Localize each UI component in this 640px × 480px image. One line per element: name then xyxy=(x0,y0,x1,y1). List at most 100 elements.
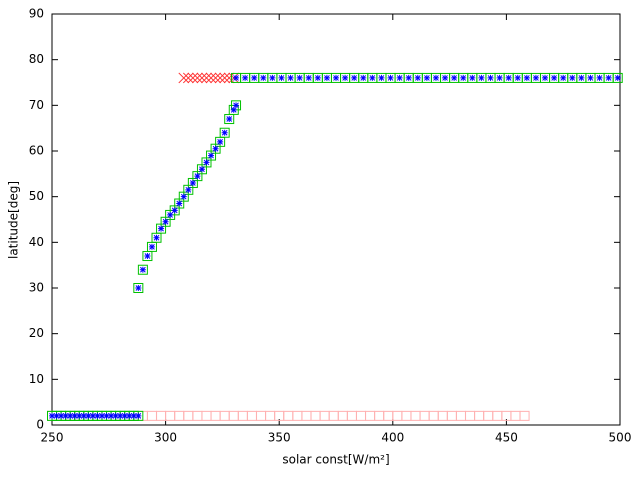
point-star xyxy=(62,412,69,419)
point-square xyxy=(174,410,185,421)
point-star xyxy=(351,74,358,81)
point-square xyxy=(410,410,421,421)
point-square xyxy=(146,410,157,421)
point-x xyxy=(178,72,190,84)
point-square xyxy=(165,410,176,421)
point-square xyxy=(219,127,230,138)
point-star xyxy=(296,74,303,81)
point-star xyxy=(126,412,133,419)
y-tick-label: 60 xyxy=(29,144,44,158)
point-star xyxy=(112,412,119,419)
point-star xyxy=(278,74,285,81)
point-star xyxy=(58,412,65,419)
point-square xyxy=(437,410,448,421)
point-star xyxy=(333,74,339,81)
point-star xyxy=(605,74,612,81)
point-square xyxy=(283,410,294,421)
point-star xyxy=(221,129,228,136)
point-star xyxy=(185,186,192,193)
point-square xyxy=(465,410,476,421)
point-star xyxy=(287,74,294,81)
y-tick-label: 0 xyxy=(36,418,44,432)
point-square xyxy=(237,410,248,421)
point-square xyxy=(374,410,385,421)
y-tick-label: 40 xyxy=(29,235,44,249)
x-tick-label: 250 xyxy=(41,431,64,445)
point-star xyxy=(135,285,142,291)
point-star xyxy=(251,74,258,81)
point-square xyxy=(483,410,494,421)
point-star xyxy=(226,116,233,123)
point-star xyxy=(121,412,128,419)
point-star xyxy=(587,74,594,81)
point-square xyxy=(192,410,203,421)
point-star xyxy=(442,74,449,81)
point-square xyxy=(210,410,221,421)
point-square xyxy=(328,410,339,421)
point-square xyxy=(337,410,348,421)
point-star xyxy=(94,412,101,419)
point-square xyxy=(492,410,503,421)
point-star xyxy=(230,106,237,113)
x-tick-label: 500 xyxy=(609,431,632,445)
point-star xyxy=(233,102,240,109)
point-square xyxy=(137,264,148,275)
point-star xyxy=(405,74,412,81)
point-x xyxy=(201,72,212,84)
point-square xyxy=(319,410,330,421)
point-star xyxy=(217,138,224,145)
point-star xyxy=(189,179,196,186)
point-square xyxy=(301,410,312,421)
point-star xyxy=(162,218,169,225)
point-square xyxy=(346,410,357,421)
x-tick-label: 300 xyxy=(154,431,177,445)
point-square xyxy=(292,410,303,421)
point-square xyxy=(612,72,623,83)
point-square xyxy=(183,410,194,421)
point-star xyxy=(103,412,110,419)
point-square xyxy=(228,410,239,421)
point-star xyxy=(451,74,458,81)
point-square xyxy=(392,410,403,421)
point-square xyxy=(256,410,267,421)
point-star xyxy=(414,74,421,81)
point-star xyxy=(560,74,567,81)
point-star xyxy=(212,145,219,152)
point-star xyxy=(198,166,205,173)
point-square xyxy=(519,410,530,421)
point-star xyxy=(323,74,330,81)
point-star xyxy=(569,74,576,81)
point-star xyxy=(194,173,201,180)
point-star xyxy=(496,74,503,81)
point-star xyxy=(108,412,115,419)
point-star xyxy=(130,412,137,419)
point-square xyxy=(383,410,394,421)
point-star xyxy=(396,74,403,81)
point-square xyxy=(201,410,212,421)
plot-frame xyxy=(51,13,621,426)
point-x xyxy=(219,72,231,84)
point-star xyxy=(505,74,512,81)
y-tick-label: 30 xyxy=(29,281,44,295)
point-star xyxy=(305,74,312,81)
point-star xyxy=(89,412,96,419)
point-star xyxy=(596,74,603,81)
point-star xyxy=(360,74,367,81)
point-star xyxy=(387,74,394,81)
point-star xyxy=(378,74,385,81)
point-star xyxy=(53,412,60,419)
y-tick-label: 80 xyxy=(29,52,44,66)
point-star xyxy=(117,412,124,419)
point-star xyxy=(514,74,521,81)
point-star xyxy=(208,152,215,159)
point-star xyxy=(478,74,485,81)
point-star xyxy=(158,225,165,232)
point-star xyxy=(153,234,160,241)
point-square xyxy=(455,410,466,421)
point-star xyxy=(80,412,87,419)
point-star xyxy=(167,211,174,218)
point-star xyxy=(176,200,183,207)
point-star xyxy=(578,74,585,81)
y-tick-label: 20 xyxy=(29,326,44,340)
point-x xyxy=(205,72,217,84)
